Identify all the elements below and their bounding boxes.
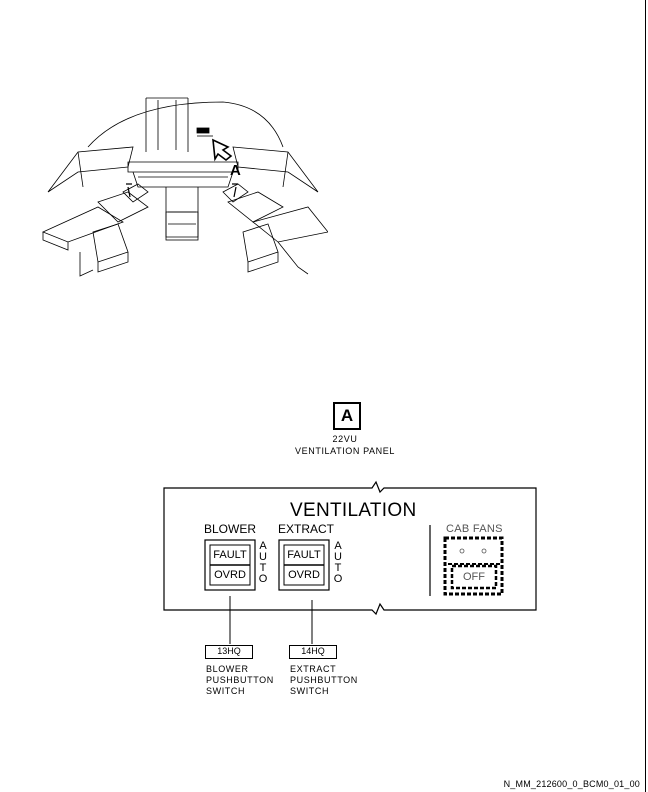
blower-pushbutton-frame bbox=[204, 539, 256, 591]
cab-fans-label: CAB FANS bbox=[446, 523, 503, 535]
blower-fault-legend[interactable]: FAULT bbox=[213, 549, 247, 561]
view-key-box: A bbox=[333, 402, 361, 430]
cockpit-overview-drawing bbox=[41, 97, 328, 277]
extract-fault-legend[interactable]: FAULT bbox=[287, 549, 321, 561]
document-id: N_MM_212600_0_BCM0_01_00 bbox=[503, 779, 640, 789]
view-a-marker: A bbox=[230, 162, 241, 179]
callout-13hq-desc: BLOWER PUSHBUTTON SWITCH bbox=[206, 664, 274, 696]
callout-13hq: 13HQ bbox=[205, 645, 253, 659]
page-right-border bbox=[645, 0, 646, 792]
blower-auto-label: A U T O bbox=[258, 540, 268, 585]
blower-label: BLOWER bbox=[204, 522, 257, 536]
panel-name-label: VENTILATION PANEL bbox=[295, 446, 395, 456]
extract-auto-label: A U T O bbox=[333, 540, 343, 585]
extract-ovrd-legend[interactable]: OVRD bbox=[288, 569, 320, 581]
panel-title: VENTILATION bbox=[290, 500, 417, 521]
panel-code-label: 22VU bbox=[332, 434, 358, 444]
callout-14hq: 14HQ bbox=[289, 645, 337, 659]
cab-fans-off-legend: OFF bbox=[463, 571, 485, 583]
extract-label: EXTRACT bbox=[278, 522, 335, 536]
extract-pushbutton-frame bbox=[278, 539, 330, 591]
callout-14hq-desc: EXTRACT PUSHBUTTON SWITCH bbox=[290, 664, 358, 696]
blower-ovrd-legend[interactable]: OVRD bbox=[214, 569, 246, 581]
